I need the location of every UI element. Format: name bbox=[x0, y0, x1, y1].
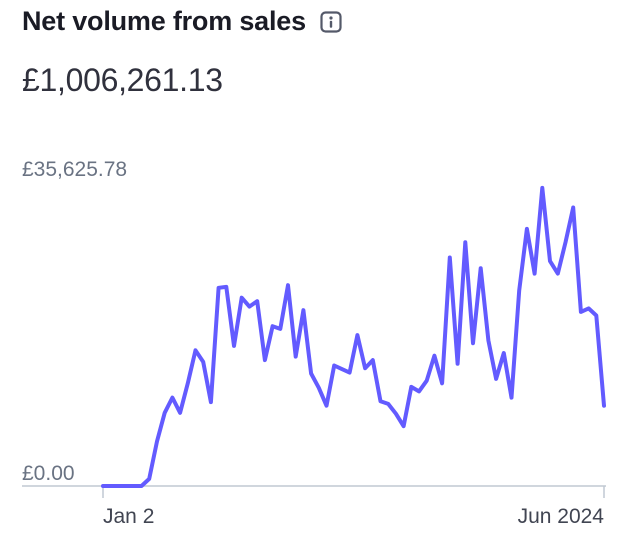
x-tick-label-end: Jun 2024 bbox=[518, 505, 605, 528]
total-net-volume: £1,006,261.13 bbox=[22, 62, 223, 98]
y-tick-label-min: £0.00 bbox=[22, 462, 75, 485]
y-tick-label-max: £35,625.78 bbox=[22, 158, 127, 181]
x-tick-label-start: Jan 2 bbox=[103, 505, 154, 528]
chart-title: Net volume from sales bbox=[22, 6, 306, 36]
info-icon[interactable] bbox=[320, 10, 342, 33]
series-line bbox=[101, 185, 606, 488]
chart-header: Net volume from sales bbox=[22, 6, 342, 37]
